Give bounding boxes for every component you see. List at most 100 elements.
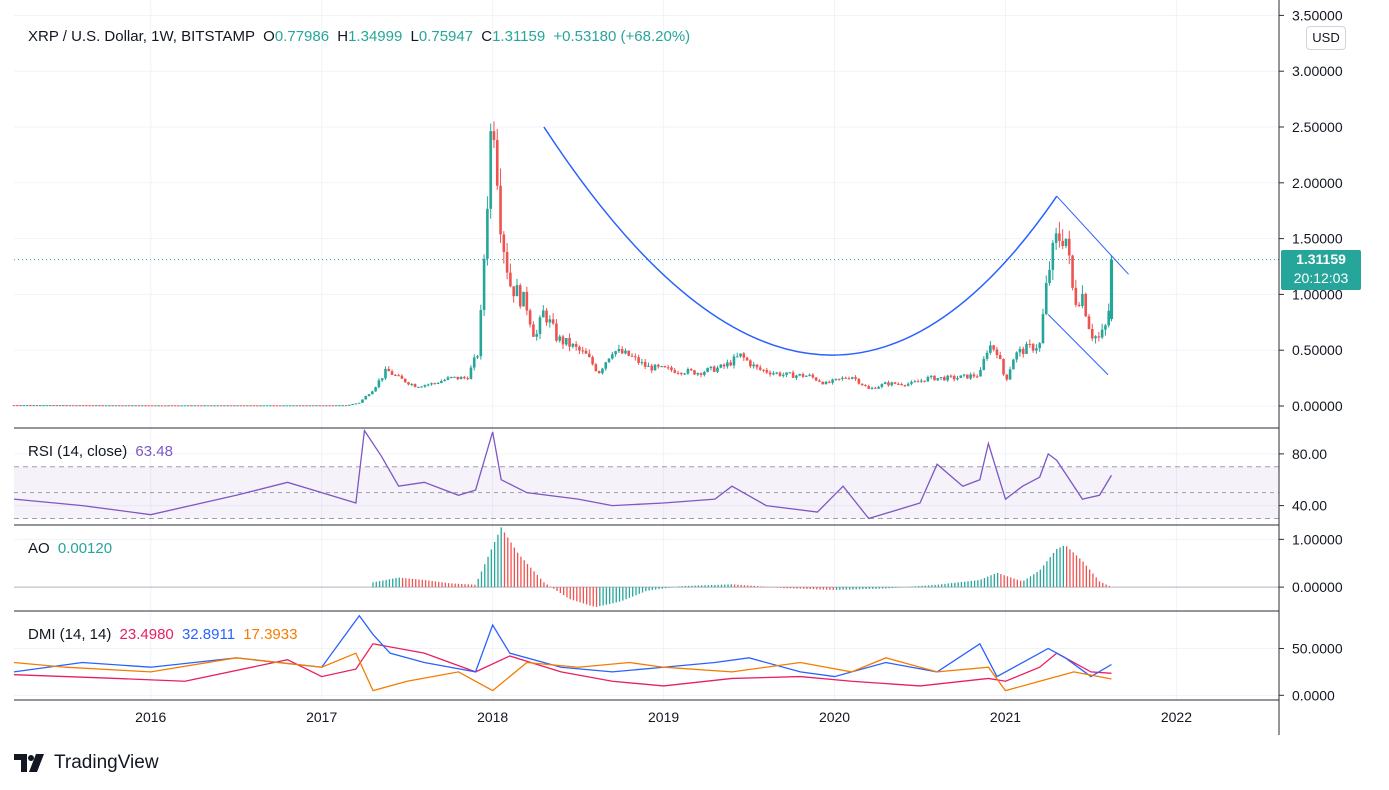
candle-body xyxy=(857,378,861,384)
candle-body xyxy=(512,286,515,297)
candle-body xyxy=(403,378,407,383)
candle-body xyxy=(1044,283,1048,315)
symbol-legend[interactable]: XRP / U.S. Dollar, 1W, BITSTAMP O0.77986… xyxy=(28,28,694,45)
candle-body xyxy=(680,372,683,375)
candle-body xyxy=(752,364,755,367)
candle-body xyxy=(611,354,614,359)
candle-body xyxy=(831,379,834,383)
candle-body xyxy=(117,405,121,407)
change-value: +0.53180 (+68.20%) xyxy=(553,28,691,45)
candle-body xyxy=(62,405,65,407)
price-pane[interactable] xyxy=(12,121,1279,407)
dmi-legend[interactable]: DMI (14, 14) 23.4980 32.8911 17.3933 xyxy=(28,626,301,643)
candle-body xyxy=(94,405,98,407)
candle-body xyxy=(348,404,351,406)
channel-upper-line xyxy=(1056,195,1129,275)
y-tick-label: 1.50000 xyxy=(1292,231,1343,247)
candle-body xyxy=(949,375,953,377)
candle-body xyxy=(160,405,164,407)
candle-body xyxy=(15,405,19,407)
candle-body xyxy=(939,377,943,379)
candle-body xyxy=(377,380,381,388)
candle-body xyxy=(696,373,700,375)
candle-body xyxy=(292,405,295,407)
candle-body xyxy=(315,405,318,407)
last-price-value: 1.31159 xyxy=(1296,251,1346,267)
rsi-pane[interactable] xyxy=(13,428,1279,520)
candle-body xyxy=(367,394,371,397)
candle-body xyxy=(114,405,118,407)
dmi-pane[interactable] xyxy=(13,614,1112,692)
candle-body xyxy=(449,376,453,378)
candle-body xyxy=(666,367,670,369)
candle-body xyxy=(150,405,154,407)
candle-body xyxy=(354,403,358,405)
candle-body xyxy=(584,350,588,354)
candle-body xyxy=(650,365,654,371)
candle-body xyxy=(410,383,414,385)
candle-body xyxy=(229,405,233,407)
candle-body xyxy=(706,367,709,372)
currency-button[interactable]: USD xyxy=(1306,26,1346,50)
candle-body xyxy=(206,405,210,407)
dmi-adx-value: 23.4980 xyxy=(119,626,174,643)
candle-body xyxy=(479,310,483,357)
candle-body xyxy=(1018,348,1022,353)
candle-body xyxy=(653,364,657,371)
candle-body xyxy=(597,371,601,374)
candle-body xyxy=(104,405,108,407)
candle-body xyxy=(38,405,42,407)
ao-pane[interactable] xyxy=(14,527,1279,607)
candle-body xyxy=(285,405,289,407)
candle-body xyxy=(686,369,690,374)
dmi-plus-di-line xyxy=(13,614,1112,678)
candle-body xyxy=(413,383,417,388)
candle-body xyxy=(528,310,532,325)
candle-body xyxy=(239,405,243,407)
candle-body xyxy=(1107,310,1111,326)
candle-body xyxy=(140,405,144,407)
candle-body xyxy=(154,405,157,407)
candle-body xyxy=(525,291,529,311)
candle-body xyxy=(311,405,315,407)
candle-body xyxy=(729,362,732,366)
candle-body xyxy=(75,405,78,407)
candle-body xyxy=(545,310,548,323)
candle-body xyxy=(173,405,177,407)
candle-body xyxy=(709,366,713,368)
candle-body xyxy=(423,385,427,387)
low-value: 0.75947 xyxy=(418,28,474,45)
bar-countdown: 20:12:03 xyxy=(1293,270,1349,286)
candle-body xyxy=(1094,336,1097,339)
candle-body xyxy=(1081,293,1084,307)
candle-body xyxy=(676,372,680,374)
candle-body xyxy=(883,382,887,385)
candle-body xyxy=(952,376,956,380)
candle-body xyxy=(548,319,552,323)
tradingview-logo[interactable]: TradingView xyxy=(14,752,159,774)
candle-body xyxy=(463,376,466,379)
candle-body xyxy=(887,382,890,386)
candle-body xyxy=(42,405,45,407)
candle-body xyxy=(992,345,995,350)
y-tick-label: 50.0000 xyxy=(1292,640,1343,656)
candle-body xyxy=(712,366,716,372)
rsi-legend[interactable]: RSI (14, close) 63.48 xyxy=(28,443,177,460)
candle-body xyxy=(943,377,946,381)
candle-body xyxy=(765,370,769,373)
candle-body xyxy=(196,405,200,407)
ao-legend[interactable]: AO 0.00120 xyxy=(28,540,116,557)
candle-body xyxy=(180,405,183,407)
candle-body xyxy=(417,386,420,388)
candle-body xyxy=(989,345,992,353)
candle-body xyxy=(52,405,55,407)
candle-body xyxy=(108,405,111,407)
candle-body xyxy=(781,374,785,376)
candle-body xyxy=(571,343,575,347)
candle-body xyxy=(877,386,880,389)
candle-body xyxy=(703,371,706,375)
candle-body xyxy=(515,285,519,297)
candle-body xyxy=(193,405,197,407)
candle-body xyxy=(1064,238,1068,247)
